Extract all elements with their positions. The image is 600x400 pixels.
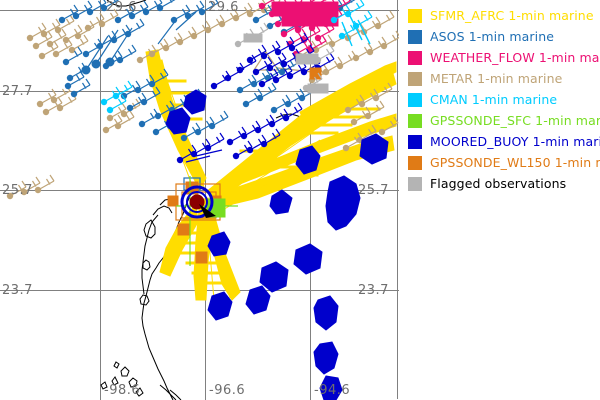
- axis-label-right-23-7: 23.7: [358, 283, 389, 298]
- legend-label-cman: CMAN 1-min marine: [430, 92, 558, 107]
- legend-item-metar[interactable]: METAR 1-min marine: [408, 68, 562, 89]
- series-weather-flow: [258, 0, 351, 58]
- legend-item-weather-flow[interactable]: WEATHER_FLOW 1-min marine: [408, 47, 600, 68]
- legend-swatch-metar: [408, 71, 422, 86]
- axis-label-right-25-7: 25.7: [358, 183, 389, 198]
- legend-item-asos[interactable]: ASOS 1-min marine: [408, 26, 554, 47]
- legend-item-gpssonde-wl150[interactable]: GPSSONDE_WL150 1-min marine: [408, 152, 600, 173]
- legend-swatch-sfmr-afrc: [408, 8, 422, 23]
- legend-swatch-gpssonde-sfc: [408, 113, 422, 128]
- legend-panel: SFMR_AFRC 1-min marine ASOS 1-min marine…: [400, 0, 600, 400]
- observation-data-layer: [6, 0, 399, 400]
- storm-center-marker: [180, 185, 216, 219]
- axis-label-left-23-7: 23.7: [2, 283, 33, 298]
- legend-swatch-asos: [408, 29, 422, 44]
- axis-label-bottom-96-6: -96.6: [209, 383, 246, 398]
- legend-label-metar: METAR 1-min marine: [430, 71, 563, 86]
- gridline-vertical-98-6: [100, 0, 101, 400]
- legend-swatch-gpssonde-wl150: [408, 155, 422, 170]
- series-sfmr-afrc: [145, 49, 397, 301]
- legend-label-weather-flow: WEATHER_FLOW 1-min marine: [430, 50, 600, 65]
- legend-swatch-flagged: [408, 176, 422, 191]
- series-moored-buoy: [165, 32, 389, 400]
- map-panel: 29.6 29.6 27.7 25.7 23.7 25.7 23.7 -98.6…: [0, 0, 399, 400]
- legend-label-gpssonde-sfc: GPSSONDE_SFC 1-min marine: [430, 113, 600, 128]
- legend-label-sfmr-afrc: SFMR_AFRC 1-min marine: [430, 8, 594, 23]
- legend-swatch-cman: [408, 92, 422, 107]
- axis-label-top-mid: 29.6: [208, 0, 239, 15]
- legend-item-moored-buoy[interactable]: MOORED_BUOY 1-min marine: [408, 131, 600, 152]
- legend-label-moored-buoy: MOORED_BUOY 1-min marine: [430, 134, 600, 149]
- axis-label-top-left: 29.6: [106, 0, 137, 15]
- coastline: [100, 0, 305, 400]
- axis-label-left-27-7: 27.7: [2, 84, 33, 99]
- legend-swatch-weather-flow: [408, 50, 422, 65]
- gridline-vertical-94-6: [310, 0, 311, 400]
- map-border: [397, 0, 398, 399]
- axis-label-left-25-7: 25.7: [2, 183, 33, 198]
- legend-item-cman[interactable]: CMAN 1-min marine: [408, 89, 557, 110]
- legend-label-asos: ASOS 1-min marine: [430, 29, 555, 44]
- legend-item-flagged[interactable]: Flagged observations: [408, 173, 566, 194]
- series-asos: [58, 0, 357, 191]
- legend-label-gpssonde-wl150: GPSSONDE_WL150 1-min marine: [430, 155, 600, 170]
- series-flagged: [234, 22, 335, 94]
- series-cman: [100, 0, 373, 114]
- legend-swatch-moored-buoy: [408, 134, 422, 149]
- legend-label-flagged: Flagged observations: [430, 176, 567, 191]
- legend-item-gpssonde-sfc[interactable]: GPSSONDE_SFC 1-min marine: [408, 110, 600, 131]
- legend-item-sfmr-afrc[interactable]: SFMR_AFRC 1-min marine: [408, 5, 594, 26]
- axis-label-bottom-94-6: -94.6: [314, 383, 351, 398]
- axis-label-bottom-98-6: -98.6: [104, 383, 141, 398]
